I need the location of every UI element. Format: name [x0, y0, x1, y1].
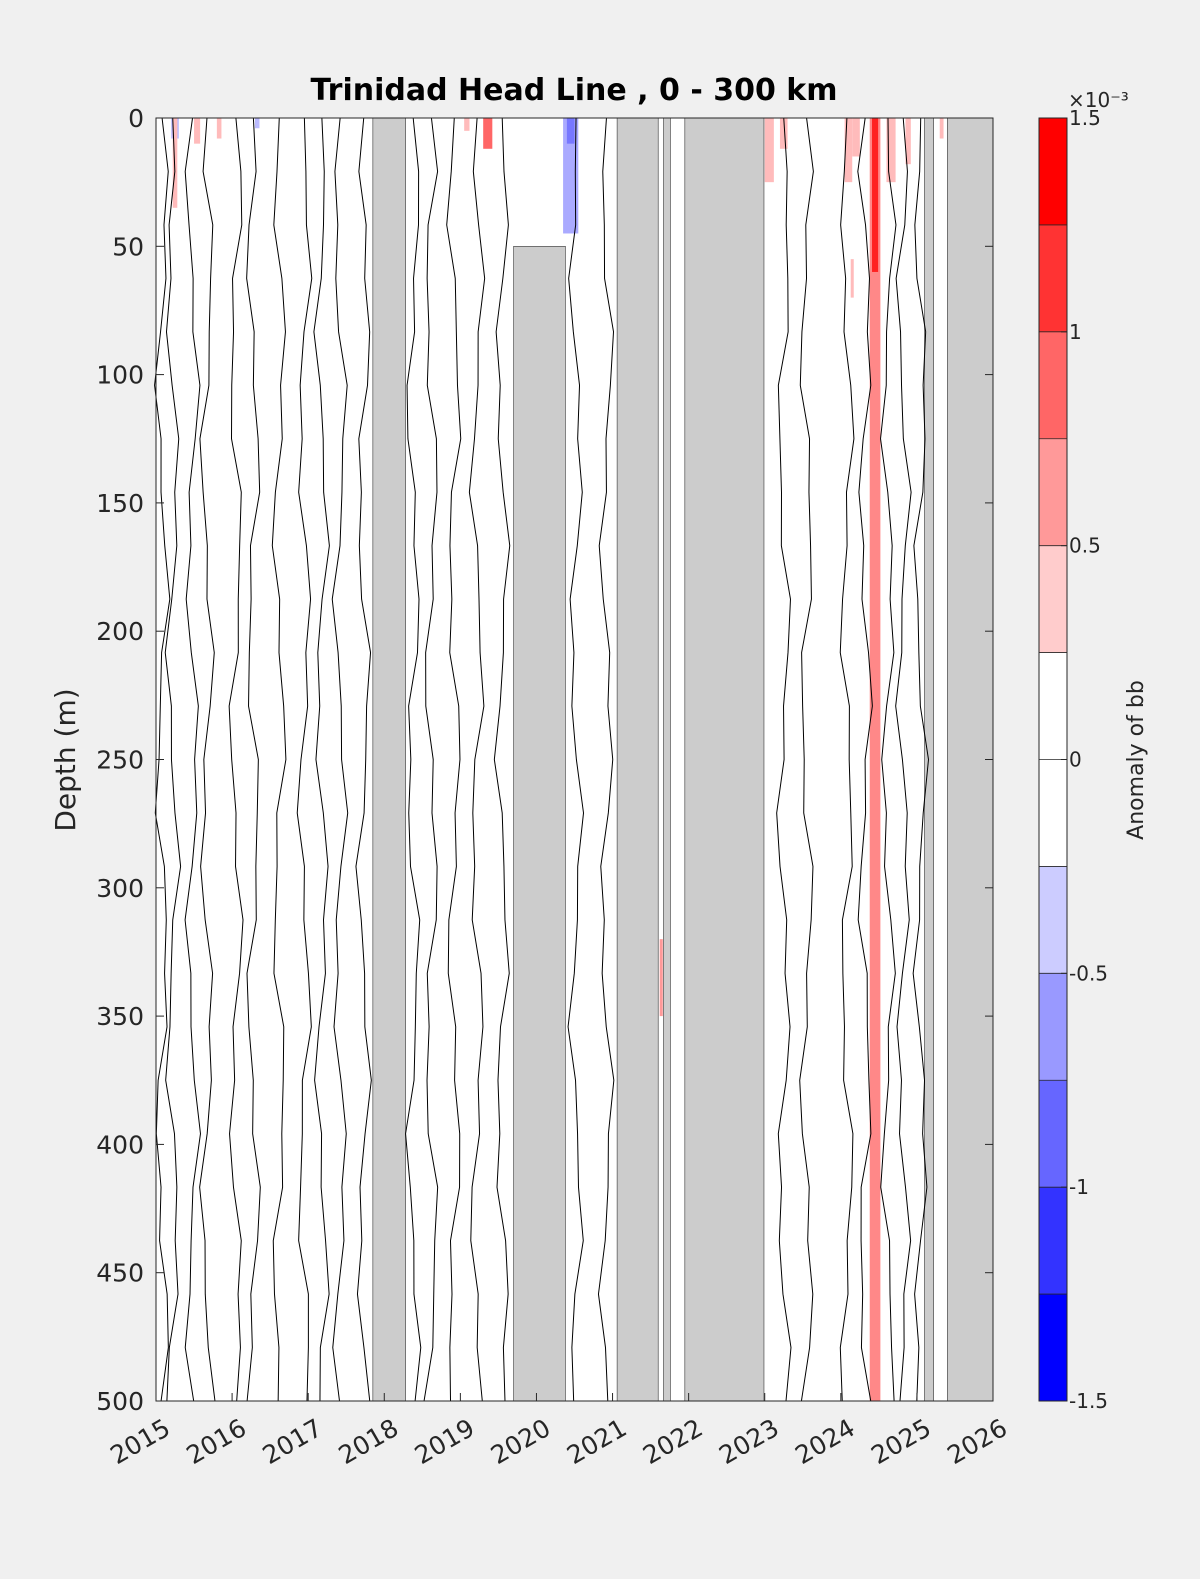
zero-contour-line [776, 117, 792, 1402]
anomaly-patch [844, 118, 853, 183]
missing-data-block [924, 117, 934, 1402]
y-axis-label: Depth (m) [49, 688, 82, 831]
zero-contour-line [355, 117, 372, 1402]
anomaly-patch [869, 118, 881, 1401]
colorbar-block [1039, 973, 1067, 1081]
missing-data-block [513, 246, 566, 1402]
colorbar-label: Anomaly of bb [1124, 680, 1149, 840]
anomaly-patch [172, 118, 178, 208]
anomaly-patch [939, 118, 944, 139]
missing-data-block [684, 117, 765, 1402]
zero-contour-line [567, 117, 585, 1402]
anomaly-layer [171, 118, 944, 1401]
zero-contour-line [164, 117, 182, 1402]
anomaly-patch [886, 118, 896, 183]
colorbar-exponent: ×10⁻³ [1068, 88, 1129, 112]
zero-contour-line [597, 117, 615, 1402]
zero-contour-line [839, 117, 855, 1402]
zero-contour-line [228, 117, 244, 1402]
zero-contour-line [468, 117, 486, 1402]
colorbar-tick-label: -0.5 [1069, 961, 1108, 985]
anomaly-patch [905, 118, 911, 165]
anomaly-patch [194, 118, 201, 144]
y-tick-label: 0 [128, 104, 144, 133]
zero-contour-line [271, 117, 287, 1402]
colorbar-block [1039, 545, 1067, 654]
zero-contour-line [912, 117, 929, 1402]
colorbar-block [1039, 1187, 1067, 1295]
zero-contour-line [493, 117, 511, 1402]
anomaly-patch [872, 118, 879, 272]
anomaly-patch [216, 118, 222, 139]
y-tick-label: 200 [96, 617, 144, 646]
zero-contour-line [799, 117, 814, 1402]
missing-data-block [616, 117, 659, 1402]
anomaly-patch [852, 118, 860, 157]
anomaly-patch [659, 939, 663, 1017]
colorbar-ticks: 1.5 1 0.5 0 -0.5 -1 -1.5 [1061, 106, 1108, 1413]
anomaly-patch [566, 118, 575, 144]
zero-contour-line [246, 117, 261, 1402]
zero-contour-line [880, 117, 897, 1402]
y-axis: 0 50 100 150 200 250 300 350 400 450 500 [96, 104, 993, 1416]
zero-contour-line [313, 117, 330, 1402]
colorbar-block [1039, 759, 1067, 867]
colorbar-tick-label: 0.5 [1069, 534, 1101, 558]
colorbar-tick-label: -1 [1069, 1175, 1089, 1199]
zero-contour-line [331, 117, 349, 1402]
colorbar: 1.5 1 0.5 0 -0.5 -1 -1.5 ×10⁻³ Anomaly of bb [1038, 88, 1149, 1413]
anomaly-patch [483, 118, 493, 149]
zero-contour-line [423, 117, 439, 1402]
zero-contour-line [184, 117, 201, 1402]
missing-data-layer [372, 117, 994, 1402]
colorbar-block [1039, 652, 1067, 760]
zero-contour-line [296, 117, 313, 1402]
y-tick-label: 350 [96, 1002, 144, 1031]
y-tick-label: 150 [96, 489, 144, 518]
y-tick-label: 100 [96, 361, 144, 390]
zero-contour-line [895, 117, 912, 1402]
missing-data-block [663, 117, 671, 1402]
colorbar-block [1039, 331, 1067, 440]
colorbar-block [1039, 866, 1067, 974]
y-tick-label: 450 [96, 1259, 144, 1288]
anomaly-patch [779, 118, 788, 149]
y-tick-label: 50 [112, 232, 144, 261]
zero-contour-line [857, 117, 873, 1402]
y-tick-label: 400 [96, 1130, 144, 1159]
plot-area [156, 118, 993, 1401]
anomaly-patch [254, 118, 260, 129]
zero-contour-line [405, 117, 422, 1402]
colorbar-block [1039, 1294, 1067, 1402]
missing-data-block [372, 117, 406, 1402]
chart-title: Trinidad Head Line , 0 - 300 km [310, 73, 837, 108]
colorbar-blocks [1039, 118, 1067, 1402]
colorbar-block [1039, 224, 1067, 333]
anomaly-patch [563, 118, 579, 234]
y-tick-label: 250 [96, 746, 144, 775]
anomaly-patch [464, 118, 470, 131]
colorbar-tick-label: -1.5 [1069, 1389, 1108, 1413]
colorbar-tick-label: 0 [1069, 748, 1082, 772]
y-tick-label: 500 [96, 1387, 144, 1416]
colorbar-tick-label: 1.5 [1069, 106, 1101, 130]
anomaly-patch [764, 118, 774, 183]
colorbar-block [1039, 438, 1067, 547]
y-tick-label: 300 [96, 874, 144, 903]
zero-contour-layer [154, 117, 929, 1402]
colorbar-block [1039, 118, 1067, 226]
zero-contour-line [199, 117, 216, 1402]
zero-contour-line [446, 117, 462, 1402]
colorbar-tick-label: 1 [1069, 320, 1082, 344]
colorbar-block [1039, 1080, 1067, 1188]
anomaly-patch [850, 259, 854, 298]
